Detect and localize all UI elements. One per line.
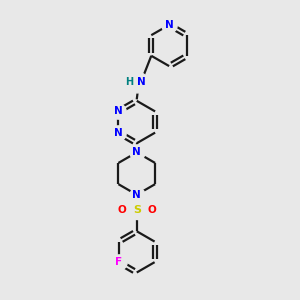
Text: N: N — [114, 106, 123, 116]
Text: N: N — [165, 20, 173, 30]
Text: N: N — [137, 77, 146, 87]
Text: S: S — [133, 205, 141, 215]
Text: O: O — [118, 205, 126, 215]
Text: N: N — [132, 147, 141, 158]
Text: N: N — [132, 190, 141, 200]
Text: N: N — [114, 128, 123, 138]
Text: H: H — [125, 77, 133, 87]
Text: O: O — [147, 205, 156, 215]
Text: F: F — [115, 257, 122, 267]
